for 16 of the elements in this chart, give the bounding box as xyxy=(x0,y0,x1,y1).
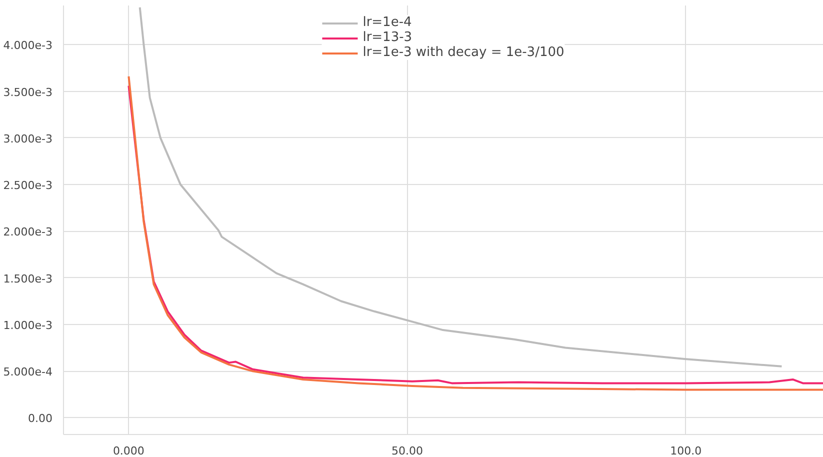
legend-label: lr=13-3 xyxy=(362,30,412,45)
x-tick-label: 100.0 xyxy=(670,444,702,457)
y-tick-label: 3.500e-3 xyxy=(3,86,53,99)
y-tick-label: 1.500e-3 xyxy=(3,272,53,286)
y-tick-label: 4.000e-3 xyxy=(3,39,53,52)
legend-label: lr=1e-3 with decay = 1e-3/100 xyxy=(362,45,564,60)
y-tick-label: 2.500e-3 xyxy=(3,179,53,192)
y-tick-label: 0.00 xyxy=(28,412,53,426)
y-tick-label: 2.000e-3 xyxy=(3,226,53,239)
y-tick-label: 3.000e-3 xyxy=(3,132,53,146)
y-tick-label: 1.000e-3 xyxy=(3,318,53,332)
line-series xyxy=(138,6,783,368)
y-tick-label: 5.000e-4 xyxy=(3,366,53,379)
legend-label: lr=1e-4 xyxy=(362,15,412,30)
x-tick-label: 50.00 xyxy=(392,444,424,457)
x-tick-label: 0.000 xyxy=(112,444,144,457)
